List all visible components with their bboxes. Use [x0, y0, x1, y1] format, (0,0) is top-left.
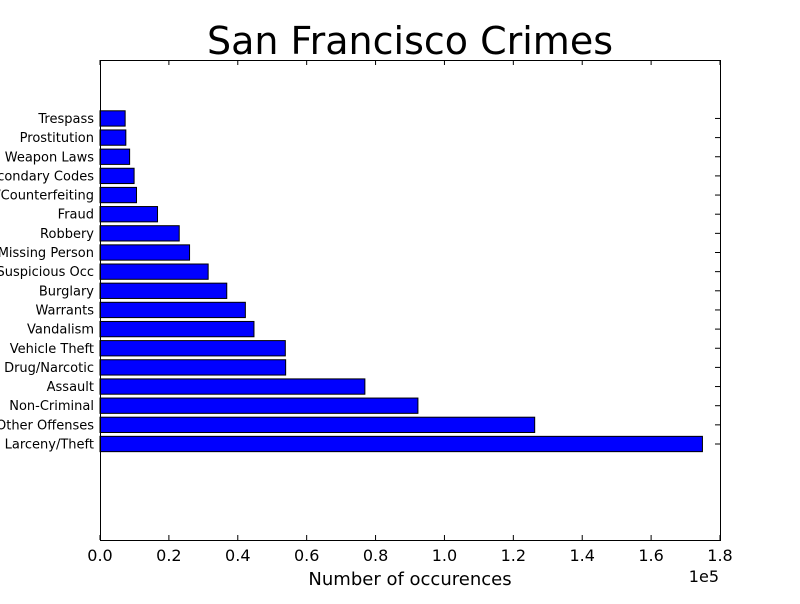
x-tick-label: 0.8 — [363, 546, 388, 565]
y-tick-label: Assault — [47, 380, 94, 395]
y-tick-label: Drug/Narcotic — [4, 361, 94, 376]
x-tick-label: 1.2 — [501, 546, 526, 565]
bar — [99, 435, 703, 453]
bar — [99, 378, 366, 395]
bar — [99, 397, 419, 414]
bar — [99, 340, 286, 357]
bar — [99, 206, 159, 223]
bar — [99, 359, 287, 376]
x-tick-label: 1.8 — [707, 546, 732, 565]
y-tick-label: Forgery/Counterfeiting — [0, 189, 94, 204]
bar — [99, 225, 180, 242]
bar — [99, 301, 246, 319]
x-tick-label: 1.0 — [432, 546, 457, 565]
y-tick-label: Missing Person — [0, 246, 94, 261]
labels-layer: Larceny/Theft Other Offenses Non-Criminal A… — [0, 112, 733, 565]
y-tick-label: Warrants — [35, 303, 94, 318]
bar — [99, 148, 131, 165]
x-axis-label: Number of occurences — [308, 569, 511, 590]
x-tick-label: 0.2 — [156, 546, 181, 565]
y-tick-label: Fraud — [58, 208, 94, 223]
y-tick-label: Secondary Codes — [0, 169, 94, 184]
bar — [99, 244, 191, 261]
y-tick-label: Trespass — [37, 112, 94, 127]
bar — [99, 320, 255, 338]
bar — [99, 263, 209, 280]
ticks-layer — [99, 60, 721, 540]
bar — [99, 416, 536, 434]
bar — [99, 282, 228, 299]
chart-title: San Francisco Crimes — [207, 19, 613, 63]
x-axis-offset-text: 1e5 — [689, 567, 719, 586]
y-tick-label: Prostitution — [20, 131, 94, 146]
y-tick-label: Burglary — [39, 284, 94, 299]
bar — [99, 129, 127, 146]
y-tick-label: Other Offenses — [0, 418, 94, 433]
y-tick-label: Vandalism — [27, 323, 94, 338]
y-tick-label: Weapon Laws — [5, 150, 94, 165]
bars-layer — [99, 110, 703, 453]
bar — [99, 167, 135, 185]
plot-frame — [100, 60, 721, 541]
bar — [99, 186, 138, 204]
x-tick-label: 1.6 — [638, 546, 663, 565]
x-tick-label: 0.6 — [294, 546, 319, 565]
y-tick-label: Vehicle Theft — [10, 342, 94, 357]
x-tick-label: 0.4 — [225, 546, 250, 565]
bar — [99, 110, 126, 127]
y-tick-label: Larceny/Theft — [5, 438, 94, 453]
x-tick-label: 1.4 — [569, 546, 594, 565]
x-tick-label: 0.0 — [87, 546, 112, 565]
y-tick-label: Robbery — [40, 227, 94, 242]
y-tick-label: Non-Criminal — [9, 399, 94, 414]
y-tick-label: Suspicious Occ — [0, 265, 94, 280]
